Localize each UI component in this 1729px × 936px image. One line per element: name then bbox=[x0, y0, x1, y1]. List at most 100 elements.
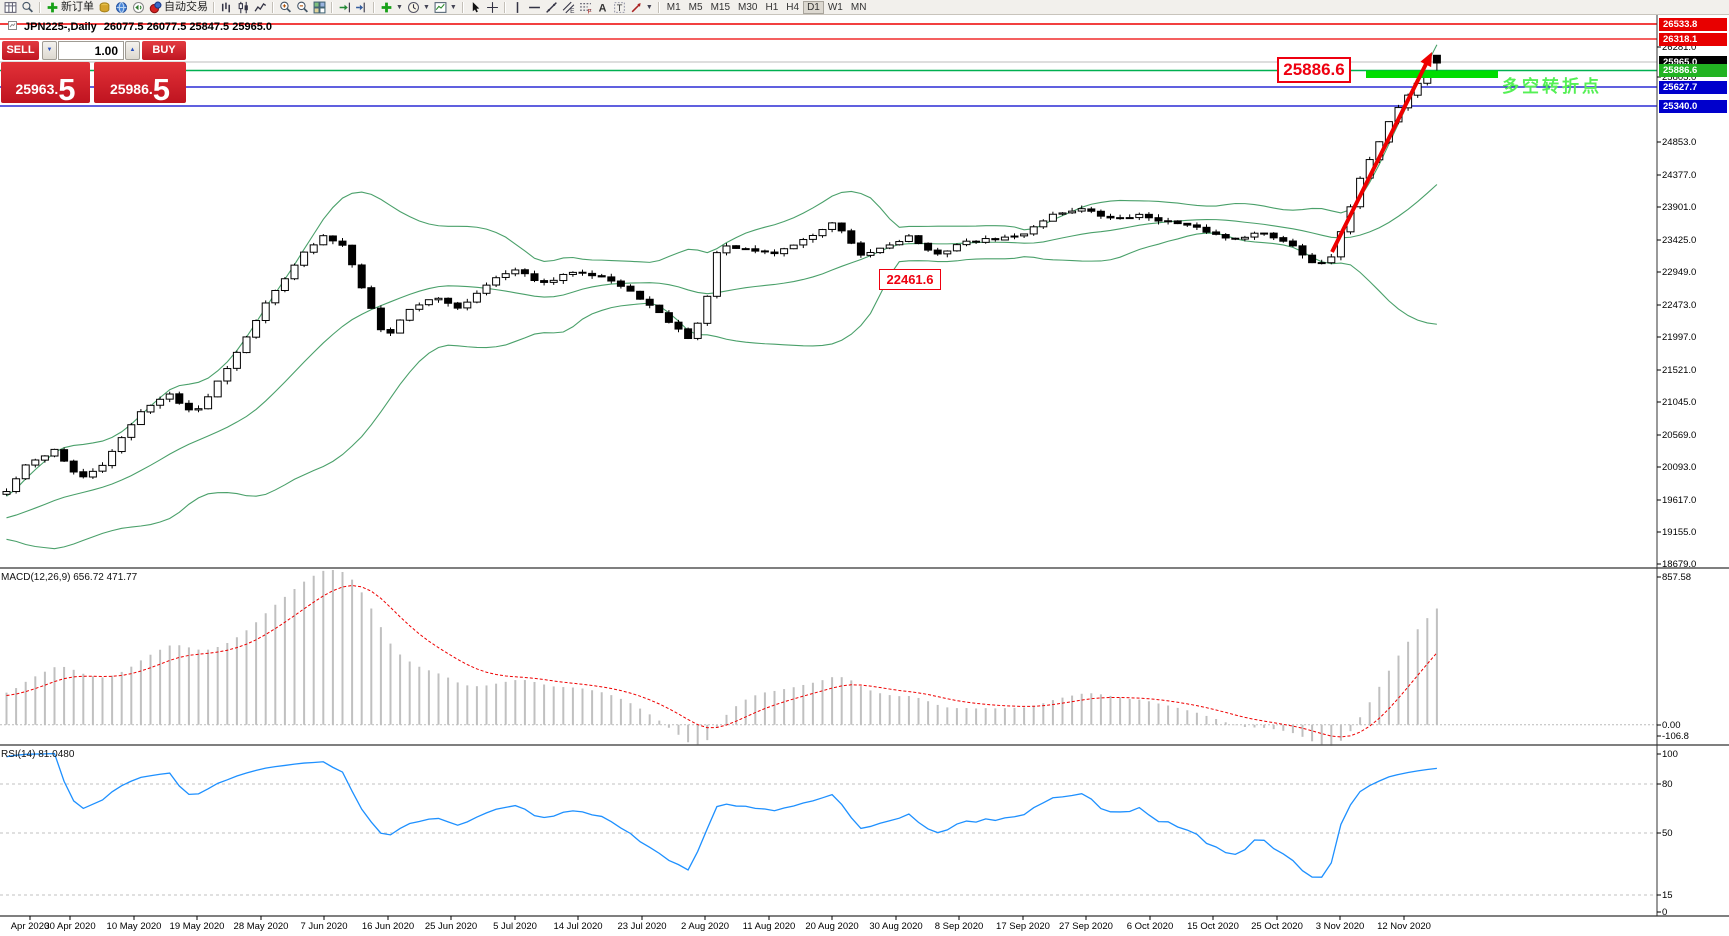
one-click-trading-panel: SELL ▼ ▲ BUY 25963.5 25986.5 bbox=[1, 40, 187, 105]
toolbar-separator bbox=[272, 1, 274, 13]
rsi-label: RSI(14) bbox=[1, 749, 36, 760]
tile-windows-icon[interactable] bbox=[311, 1, 328, 14]
time-axis-label: Apr 2020 bbox=[10, 921, 50, 932]
alerts-icon[interactable] bbox=[130, 1, 147, 14]
time-axis-label: 14 Jul 2020 bbox=[553, 921, 603, 932]
equidistant-channel-icon[interactable]: E bbox=[560, 1, 577, 14]
crosshair-icon[interactable] bbox=[484, 1, 501, 14]
time-axis-label: 30 Apr 2020 bbox=[44, 921, 96, 932]
macd-axis-label: 857.58 bbox=[1662, 571, 1692, 583]
chevron-down-icon: ▼ bbox=[645, 3, 653, 11]
timeframe-button-h1[interactable]: H1 bbox=[765, 1, 779, 13]
price-tick-label: 23425.0 bbox=[1662, 234, 1697, 246]
time-axis-label: 10 May 2020 bbox=[106, 921, 162, 932]
volume-increase-button[interactable]: ▲ bbox=[125, 41, 140, 60]
chart-title-icon bbox=[8, 21, 17, 33]
bid-main-digits: 25963. bbox=[15, 81, 59, 97]
macd-axis-label: 0.00 bbox=[1662, 719, 1681, 731]
text-label-icon[interactable]: T bbox=[611, 1, 628, 14]
price-tick-label: 20093.0 bbox=[1662, 461, 1697, 473]
time-axis-label: 25 Oct 2020 bbox=[1251, 921, 1303, 932]
timeframe-button-d1[interactable]: D1 bbox=[803, 0, 824, 14]
macd-signal-line bbox=[6, 585, 1438, 738]
time-axis-label: 16 Jun 2020 bbox=[361, 921, 415, 932]
autotrading-button[interactable]: 自动交易 bbox=[147, 1, 210, 14]
rsi-value: 81.0480 bbox=[38, 749, 75, 760]
indicators-icon[interactable]: ▼ bbox=[378, 1, 405, 14]
price-annotation-box-22461[interactable]: 22461.6 bbox=[879, 269, 941, 290]
price-tick-label: 24377.0 bbox=[1662, 169, 1697, 181]
timeframe-button-m30[interactable]: M30 bbox=[738, 1, 758, 13]
price-tick-label: 24853.0 bbox=[1662, 136, 1697, 148]
buy-button[interactable]: BUY bbox=[142, 41, 186, 60]
trendline-icon[interactable] bbox=[543, 1, 560, 14]
price-tick-label: 26281.0 bbox=[1662, 41, 1697, 53]
horizontal-line-icon[interactable] bbox=[526, 1, 543, 14]
line-chart-type-icon[interactable] bbox=[252, 1, 269, 14]
chart-title: JPN225-,Daily 26077.5 26077.5 25847.5 25… bbox=[8, 21, 272, 33]
ask-price-box[interactable]: 25986. 5 bbox=[94, 62, 186, 105]
macd-indicator-label: MACD(12,26,9) 656.72 471.77 bbox=[1, 572, 137, 583]
time-axis-label: 3 Nov 2020 bbox=[1315, 921, 1365, 932]
candlestick-chart-type-icon[interactable] bbox=[235, 1, 252, 14]
volume-decrease-button[interactable]: ▼ bbox=[42, 41, 57, 60]
macd-label: MACD(12,26,9) bbox=[1, 572, 71, 583]
templates-icon[interactable]: ▼ bbox=[432, 1, 459, 14]
new-chart-icon[interactable] bbox=[2, 1, 19, 14]
rsi-axis-label: 50 bbox=[1662, 827, 1673, 839]
new-order-button[interactable]: 新订单 bbox=[44, 1, 96, 14]
cursor-icon[interactable] bbox=[467, 1, 484, 14]
svg-text:E: E bbox=[570, 7, 575, 13]
volume-input[interactable] bbox=[58, 41, 124, 60]
periods-icon[interactable]: ▼ bbox=[405, 1, 432, 14]
chevron-down-icon: ▼ bbox=[396, 3, 403, 11]
zoom-out-icon[interactable] bbox=[294, 1, 311, 14]
bar-chart-type-icon[interactable] bbox=[218, 1, 235, 14]
time-axis-label: 23 Jul 2020 bbox=[617, 921, 667, 932]
time-axis-label: 28 May 2020 bbox=[233, 921, 289, 932]
timeframe-button-m15[interactable]: M15 bbox=[710, 1, 731, 13]
candles-group bbox=[2, 54, 1441, 496]
sell-button[interactable]: SELL bbox=[2, 41, 39, 60]
svg-text:T: T bbox=[617, 2, 623, 12]
price-tick-label: 22473.0 bbox=[1662, 299, 1697, 311]
fibonacci-icon[interactable]: F bbox=[577, 1, 594, 14]
chart-shift-icon[interactable] bbox=[353, 1, 370, 14]
price-marker: 25627.7 bbox=[1659, 80, 1727, 94]
ask-main-digits: 25986. bbox=[109, 81, 153, 97]
auto-scroll-icon[interactable] bbox=[336, 1, 353, 14]
market-watch-icon[interactable] bbox=[113, 1, 130, 14]
vertical-line-icon[interactable] bbox=[509, 1, 526, 14]
toolbar-separator bbox=[331, 1, 333, 13]
price-marker: 26533.8 bbox=[1659, 17, 1727, 31]
timeframe-button-m5[interactable]: M5 bbox=[688, 1, 703, 13]
arrows-icon[interactable]: ▼ bbox=[628, 1, 655, 14]
chart-ohlc-values: 26077.5 26077.5 25847.5 25965.0 bbox=[103, 21, 272, 33]
toolbar-separator bbox=[461, 1, 464, 13]
profiles-icon[interactable] bbox=[19, 1, 36, 14]
zoom-in-icon[interactable] bbox=[277, 1, 294, 14]
timeframe-button-h4[interactable]: H4 bbox=[786, 1, 800, 13]
time-axis-label: 17 Sep 2020 bbox=[996, 921, 1050, 932]
time-axis-label: 11 Aug 2020 bbox=[742, 921, 796, 932]
macd-axis-label: -106.8 bbox=[1662, 730, 1689, 742]
time-axis-label: 27 Sep 2020 bbox=[1059, 921, 1113, 932]
timeframe-button-w1[interactable]: W1 bbox=[827, 1, 843, 13]
timeframe-button-m1[interactable]: M1 bbox=[666, 1, 681, 13]
bid-price-box[interactable]: 25963. 5 bbox=[1, 62, 90, 105]
timeframe-button-mn[interactable]: MN bbox=[850, 1, 867, 13]
time-axis-label: 15 Oct 2020 bbox=[1187, 921, 1239, 932]
price-tick-label: 21045.0 bbox=[1662, 396, 1697, 408]
text-icon[interactable]: A bbox=[594, 1, 611, 14]
time-axis-label: 12 Nov 2020 bbox=[1377, 921, 1431, 932]
price-annotation-box-25886[interactable]: 25886.6 bbox=[1277, 57, 1351, 83]
trendline-annotation[interactable] bbox=[1330, 51, 1433, 253]
price-tick-label: 23901.0 bbox=[1662, 201, 1697, 213]
highlight-bar-annotation[interactable] bbox=[1366, 70, 1498, 79]
time-axis-label: 8 Sep 2020 bbox=[934, 921, 984, 932]
history-center-icon[interactable] bbox=[96, 1, 113, 14]
price-tick-label: 21997.0 bbox=[1662, 331, 1697, 343]
turning-point-label[interactable]: 多空转折点 bbox=[1502, 77, 1602, 96]
svg-text:A: A bbox=[598, 2, 606, 14]
